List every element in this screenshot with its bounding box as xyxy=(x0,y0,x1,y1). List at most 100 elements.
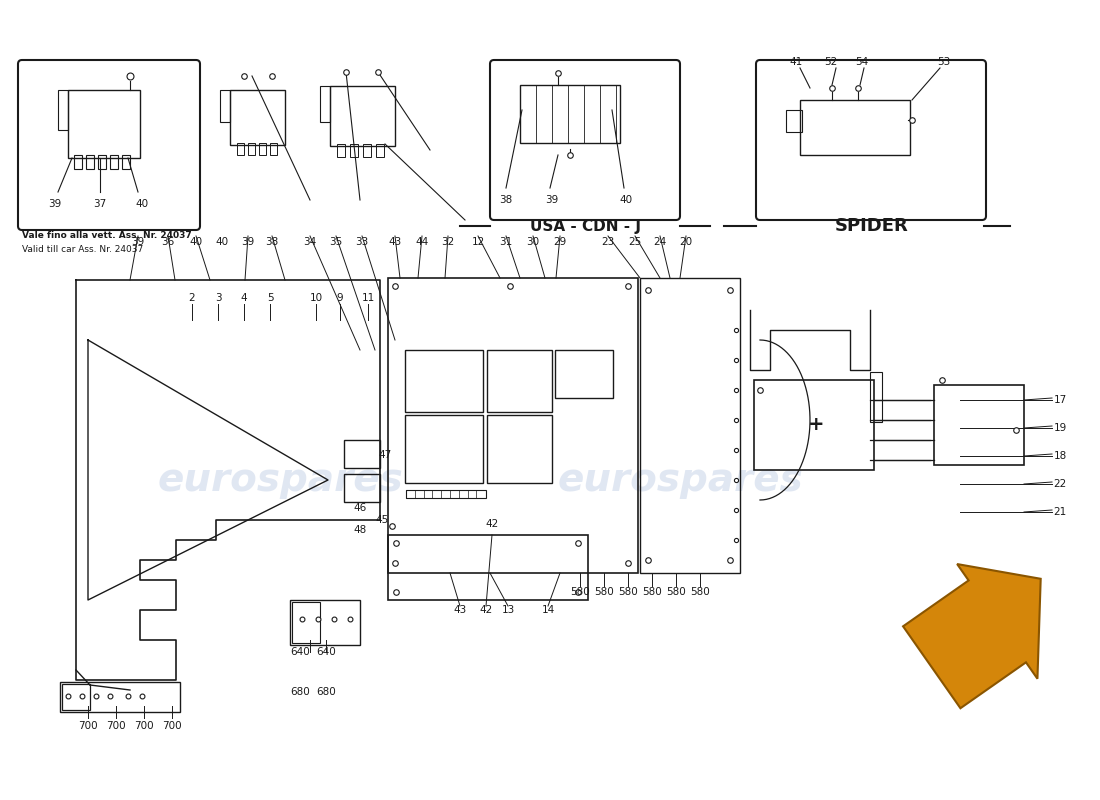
Bar xyxy=(68,90,140,158)
Text: 39: 39 xyxy=(48,199,62,209)
Text: 9: 9 xyxy=(337,293,343,303)
Bar xyxy=(487,415,552,483)
Text: 38: 38 xyxy=(499,195,513,205)
Text: 580: 580 xyxy=(667,587,686,597)
Bar xyxy=(640,278,740,573)
Text: 40: 40 xyxy=(135,199,149,209)
Bar xyxy=(58,90,68,130)
Text: +: + xyxy=(807,415,824,434)
Text: 3: 3 xyxy=(214,293,221,303)
Text: 48: 48 xyxy=(353,525,366,535)
Text: 20: 20 xyxy=(680,237,693,247)
Text: 680: 680 xyxy=(316,687,336,697)
Text: 13: 13 xyxy=(502,605,515,615)
Bar xyxy=(344,474,380,502)
Text: 31: 31 xyxy=(499,237,513,247)
Text: 47: 47 xyxy=(378,450,392,460)
Text: 640: 640 xyxy=(316,647,336,657)
Text: 12: 12 xyxy=(472,237,485,247)
Bar xyxy=(350,144,358,157)
Text: SPIDER: SPIDER xyxy=(835,217,909,235)
Text: 40: 40 xyxy=(619,195,632,205)
Bar xyxy=(344,440,380,468)
Text: 580: 580 xyxy=(594,587,614,597)
Bar xyxy=(388,535,588,600)
Text: 41: 41 xyxy=(790,57,803,67)
Text: 11: 11 xyxy=(362,293,375,303)
Bar xyxy=(74,155,82,169)
Text: 43: 43 xyxy=(388,237,401,247)
Text: 39: 39 xyxy=(131,237,144,247)
Bar xyxy=(934,385,1024,465)
Text: USA - CDN - J: USA - CDN - J xyxy=(529,218,640,234)
Text: 52: 52 xyxy=(824,57,837,67)
Text: 23: 23 xyxy=(602,237,615,247)
Bar xyxy=(487,350,552,412)
Text: 44: 44 xyxy=(416,237,429,247)
Bar xyxy=(60,682,180,712)
Bar xyxy=(292,602,320,643)
Bar xyxy=(86,155,94,169)
Text: 700: 700 xyxy=(107,721,125,731)
Text: 4: 4 xyxy=(241,293,248,303)
Bar xyxy=(754,380,875,470)
Bar xyxy=(320,86,330,122)
Text: 24: 24 xyxy=(653,237,667,247)
Bar xyxy=(337,144,345,157)
Text: 17: 17 xyxy=(1054,395,1067,405)
Text: 680: 680 xyxy=(290,687,310,697)
Text: 40: 40 xyxy=(216,237,229,247)
Text: 700: 700 xyxy=(134,721,154,731)
Text: 700: 700 xyxy=(162,721,182,731)
Bar xyxy=(406,490,486,498)
Text: 32: 32 xyxy=(441,237,454,247)
Bar xyxy=(258,143,266,155)
Text: 29: 29 xyxy=(553,237,566,247)
Text: 700: 700 xyxy=(78,721,98,731)
Text: 580: 580 xyxy=(570,587,590,597)
Text: 30: 30 xyxy=(527,237,540,247)
Text: 43: 43 xyxy=(453,605,466,615)
Bar xyxy=(405,350,483,412)
Bar xyxy=(290,600,360,645)
Text: 33: 33 xyxy=(355,237,368,247)
Text: 580: 580 xyxy=(618,587,638,597)
Bar xyxy=(556,350,613,398)
Bar xyxy=(800,100,910,155)
Bar xyxy=(376,144,384,157)
Text: Valid till car Ass. Nr. 24037: Valid till car Ass. Nr. 24037 xyxy=(22,246,143,254)
Text: 40: 40 xyxy=(189,237,202,247)
Text: 36: 36 xyxy=(162,237,175,247)
Bar xyxy=(122,155,130,169)
Text: 35: 35 xyxy=(329,237,342,247)
Text: 38: 38 xyxy=(265,237,278,247)
Bar xyxy=(236,143,244,155)
Text: 22: 22 xyxy=(1054,479,1067,489)
Text: 42: 42 xyxy=(485,519,498,529)
Text: 5: 5 xyxy=(266,293,273,303)
Text: 640: 640 xyxy=(290,647,310,657)
Text: 14: 14 xyxy=(541,605,554,615)
Text: 19: 19 xyxy=(1054,423,1067,433)
Text: Vale fino alla vett. Ass. Nr. 24037: Vale fino alla vett. Ass. Nr. 24037 xyxy=(22,231,191,241)
Polygon shape xyxy=(903,564,1041,708)
Text: 34: 34 xyxy=(304,237,317,247)
Text: 46: 46 xyxy=(353,503,366,513)
Text: 42: 42 xyxy=(480,605,493,615)
Bar xyxy=(98,155,106,169)
Text: 21: 21 xyxy=(1054,507,1067,517)
Text: eurospares: eurospares xyxy=(557,461,803,499)
Bar xyxy=(220,90,230,122)
Text: 18: 18 xyxy=(1054,451,1067,461)
Bar xyxy=(270,143,277,155)
Text: eurospares: eurospares xyxy=(157,461,403,499)
Text: 25: 25 xyxy=(628,237,641,247)
Bar xyxy=(230,90,285,145)
Bar xyxy=(388,278,638,573)
Text: 2: 2 xyxy=(189,293,196,303)
Bar xyxy=(330,86,395,146)
Bar xyxy=(110,155,118,169)
Bar xyxy=(405,415,483,483)
Text: 39: 39 xyxy=(546,195,559,205)
Text: 54: 54 xyxy=(856,57,869,67)
